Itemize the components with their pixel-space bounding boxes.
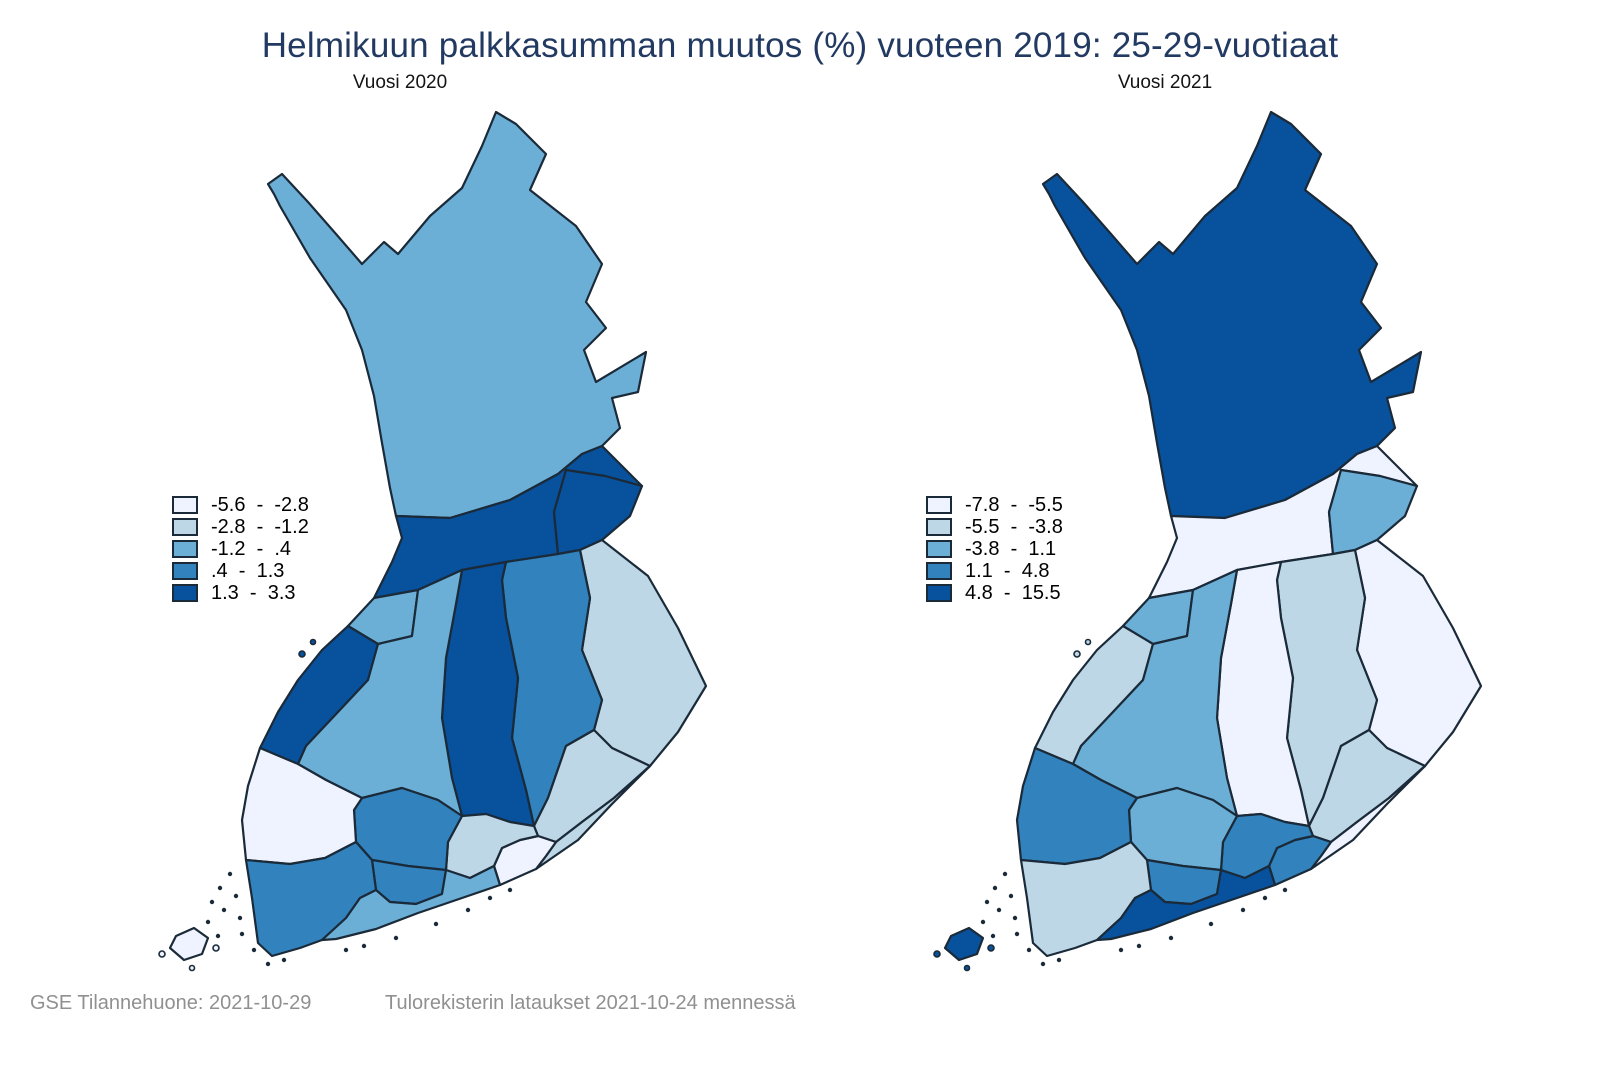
legend-label-2-2021: -5.5 - -3.8 — [965, 516, 1063, 538]
footer-source-note: GSE Tilannehuone: 2021-10-29 — [30, 992, 312, 1014]
islet-ahvenanmaa-1-2020 — [212, 944, 220, 952]
archipelago-dot-14-2021 — [1168, 935, 1174, 941]
legend-row-2-2021: -5.5 - -3.8 — [926, 516, 1063, 538]
archipelago-dot-7-2021 — [990, 933, 996, 939]
archipelago-dot-13-2020 — [361, 943, 367, 949]
archipelago-dot-1-2021 — [992, 885, 998, 891]
legend-label-1-2020: -5.6 - -2.8 — [211, 494, 309, 516]
region-pohjois-karjala-2020 — [578, 538, 708, 768]
archipelago-dot-13-2021 — [1136, 943, 1142, 949]
archipelago-dot-15-2020 — [433, 921, 439, 927]
region-lappi-2020 — [266, 110, 648, 520]
archipelago-dot-2-2020 — [209, 899, 215, 905]
legend-swatch-5-2020 — [172, 584, 198, 602]
region-uusimaa-2020 — [320, 864, 502, 942]
islet-ahvenanmaa-0-2020 — [158, 950, 166, 958]
archipelago-dot-10-2021 — [1040, 961, 1046, 967]
region-ahvenanmaa-2021 — [943, 926, 985, 962]
islet-ahvenanmaa-2-2020 — [188, 964, 196, 972]
archipelago-dot-11-2021 — [1056, 957, 1062, 963]
islet-pohjanmaa-4-2021 — [1084, 638, 1092, 646]
legend-row-5-2021: 4.8 - 15.5 — [926, 582, 1063, 604]
legend-2021: -7.8 - -5.5 -5.5 - -3.8 -3.8 - 1.1 1.1 - 4.… — [926, 494, 1063, 604]
page-title: Helmikuun palkkasumman muutos (%) vuotee… — [261, 26, 1339, 65]
legend-swatch-1-2021 — [926, 496, 952, 514]
choropleth-map-2020 — [150, 98, 730, 978]
archipelago-dot-18-2020 — [507, 887, 513, 893]
legend-swatch-2-2021 — [926, 518, 952, 536]
islet-pohjanmaa-3-2021 — [1073, 650, 1081, 658]
islet-ahvenanmaa-2-2021 — [963, 964, 971, 972]
legend-label-5-2021: 4.8 - 15.5 — [965, 582, 1061, 604]
legend-row-2-2020: -2.8 - -1.2 — [172, 516, 309, 538]
archipelago-dot-17-2021 — [1262, 895, 1268, 901]
archipelago-dot-7-2020 — [215, 933, 221, 939]
region-lappi-2021 — [1041, 110, 1423, 520]
finland-map-svg-2021 — [933, 110, 1483, 972]
legend-label-4-2021: 1.1 - 4.8 — [965, 560, 1050, 582]
archipelago-dot-9-2021 — [1026, 947, 1032, 953]
islet-pohjanmaa-4-2020 — [309, 638, 317, 646]
legend-row-4-2021: 1.1 - 4.8 — [926, 560, 1063, 582]
legend-row-4-2020: .4 - 1.3 — [172, 560, 309, 582]
archipelago-dot-8-2021 — [1014, 931, 1020, 937]
choropleth-map-2021 — [925, 98, 1505, 978]
archipelago-dot-11-2020 — [281, 957, 287, 963]
archipelago-dot-6-2021 — [1012, 915, 1018, 921]
archipelago-dot-6-2020 — [237, 915, 243, 921]
archipelago-dot-10-2020 — [265, 961, 271, 967]
archipelago-dot-0-2020 — [227, 871, 233, 877]
archipelago-dot-18-2021 — [1282, 887, 1288, 893]
archipelago-dot-3-2021 — [996, 907, 1002, 913]
legend-label-4-2020: .4 - 1.3 — [211, 560, 285, 582]
legend-swatch-4-2021 — [926, 562, 952, 580]
legend-swatch-5-2021 — [926, 584, 952, 602]
legend-swatch-3-2021 — [926, 540, 952, 558]
archipelago-dot-8-2020 — [239, 931, 245, 937]
archipelago-dot-9-2020 — [251, 947, 257, 953]
legend-row-3-2021: -3.8 - 1.1 — [926, 538, 1063, 560]
legend-label-3-2021: -3.8 - 1.1 — [965, 538, 1057, 560]
islet-pohjanmaa-3-2020 — [298, 650, 306, 658]
legend-swatch-1-2020 — [172, 496, 198, 514]
subtitle-vuosi-2021: Vuosi 2021 — [1117, 72, 1213, 93]
footer-data-note: Tulorekisterin lataukset 2021-10-24 menn… — [385, 992, 796, 1014]
archipelago-dot-4-2020 — [205, 919, 211, 925]
legend-row-1-2020: -5.6 - -2.8 — [172, 494, 309, 516]
legend-row-1-2021: -7.8 - -5.5 — [926, 494, 1063, 516]
archipelago-dot-16-2020 — [465, 907, 471, 913]
legend-swatch-2-2020 — [172, 518, 198, 536]
archipelago-dot-4-2021 — [980, 919, 986, 925]
finland-map-svg-2020 — [158, 110, 708, 972]
islet-ahvenanmaa-0-2021 — [933, 950, 941, 958]
archipelago-dot-15-2021 — [1208, 921, 1214, 927]
legend-2020: -5.6 - -2.8 -2.8 - -1.2 -1.2 - .4.4 - 1.3 1… — [172, 494, 309, 604]
archipelago-dot-5-2020 — [233, 893, 239, 899]
archipelago-dot-12-2021 — [1118, 947, 1124, 953]
archipelago-dot-2-2021 — [984, 899, 990, 905]
legend-row-5-2020: 1.3 - 3.3 — [172, 582, 309, 604]
region-uusimaa-2021 — [1095, 864, 1277, 942]
legend-swatch-3-2020 — [172, 540, 198, 558]
archipelago-dot-14-2020 — [393, 935, 399, 941]
legend-row-3-2020: -1.2 - .4 — [172, 538, 309, 560]
archipelago-dot-3-2020 — [221, 907, 227, 913]
archipelago-dot-12-2020 — [343, 947, 349, 953]
islet-ahvenanmaa-1-2021 — [987, 944, 995, 952]
subtitle-vuosi-2020: Vuosi 2020 — [352, 72, 448, 93]
archipelago-dot-17-2020 — [487, 895, 493, 901]
legend-swatch-4-2020 — [172, 562, 198, 580]
archipelago-dot-0-2021 — [1002, 871, 1008, 877]
archipelago-dot-1-2020 — [217, 885, 223, 891]
region-pohjois-karjala-2021 — [1353, 538, 1483, 768]
legend-label-1-2021: -7.8 - -5.5 — [965, 494, 1063, 516]
legend-label-2-2020: -2.8 - -1.2 — [211, 516, 309, 538]
archipelago-dot-16-2021 — [1240, 907, 1246, 913]
region-ahvenanmaa-2020 — [168, 926, 210, 962]
legend-label-5-2020: 1.3 - 3.3 — [211, 582, 296, 604]
legend-label-3-2020: -1.2 - .4 — [211, 538, 292, 560]
archipelago-dot-5-2021 — [1008, 893, 1014, 899]
